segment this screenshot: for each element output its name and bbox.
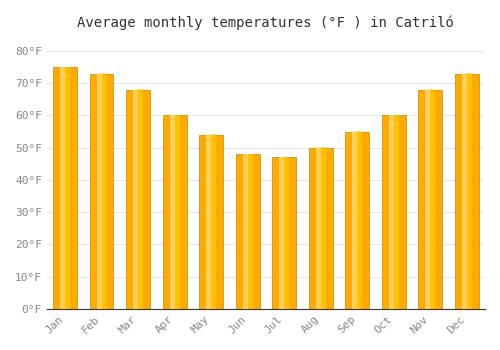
Bar (236, 154, 260, 309)
Bar (309, 148, 332, 309)
Bar (54, 67, 77, 309)
Bar (418, 90, 442, 309)
Bar (90, 74, 114, 309)
Bar (272, 157, 296, 309)
Bar (200, 135, 223, 309)
Bar (382, 116, 406, 309)
Bar (346, 132, 369, 309)
Bar (126, 90, 150, 309)
Bar (163, 116, 186, 309)
Bar (455, 74, 478, 309)
Title: Average monthly temperatures (°F ) in Catriló: Average monthly temperatures (°F ) in Ca… (78, 15, 454, 29)
